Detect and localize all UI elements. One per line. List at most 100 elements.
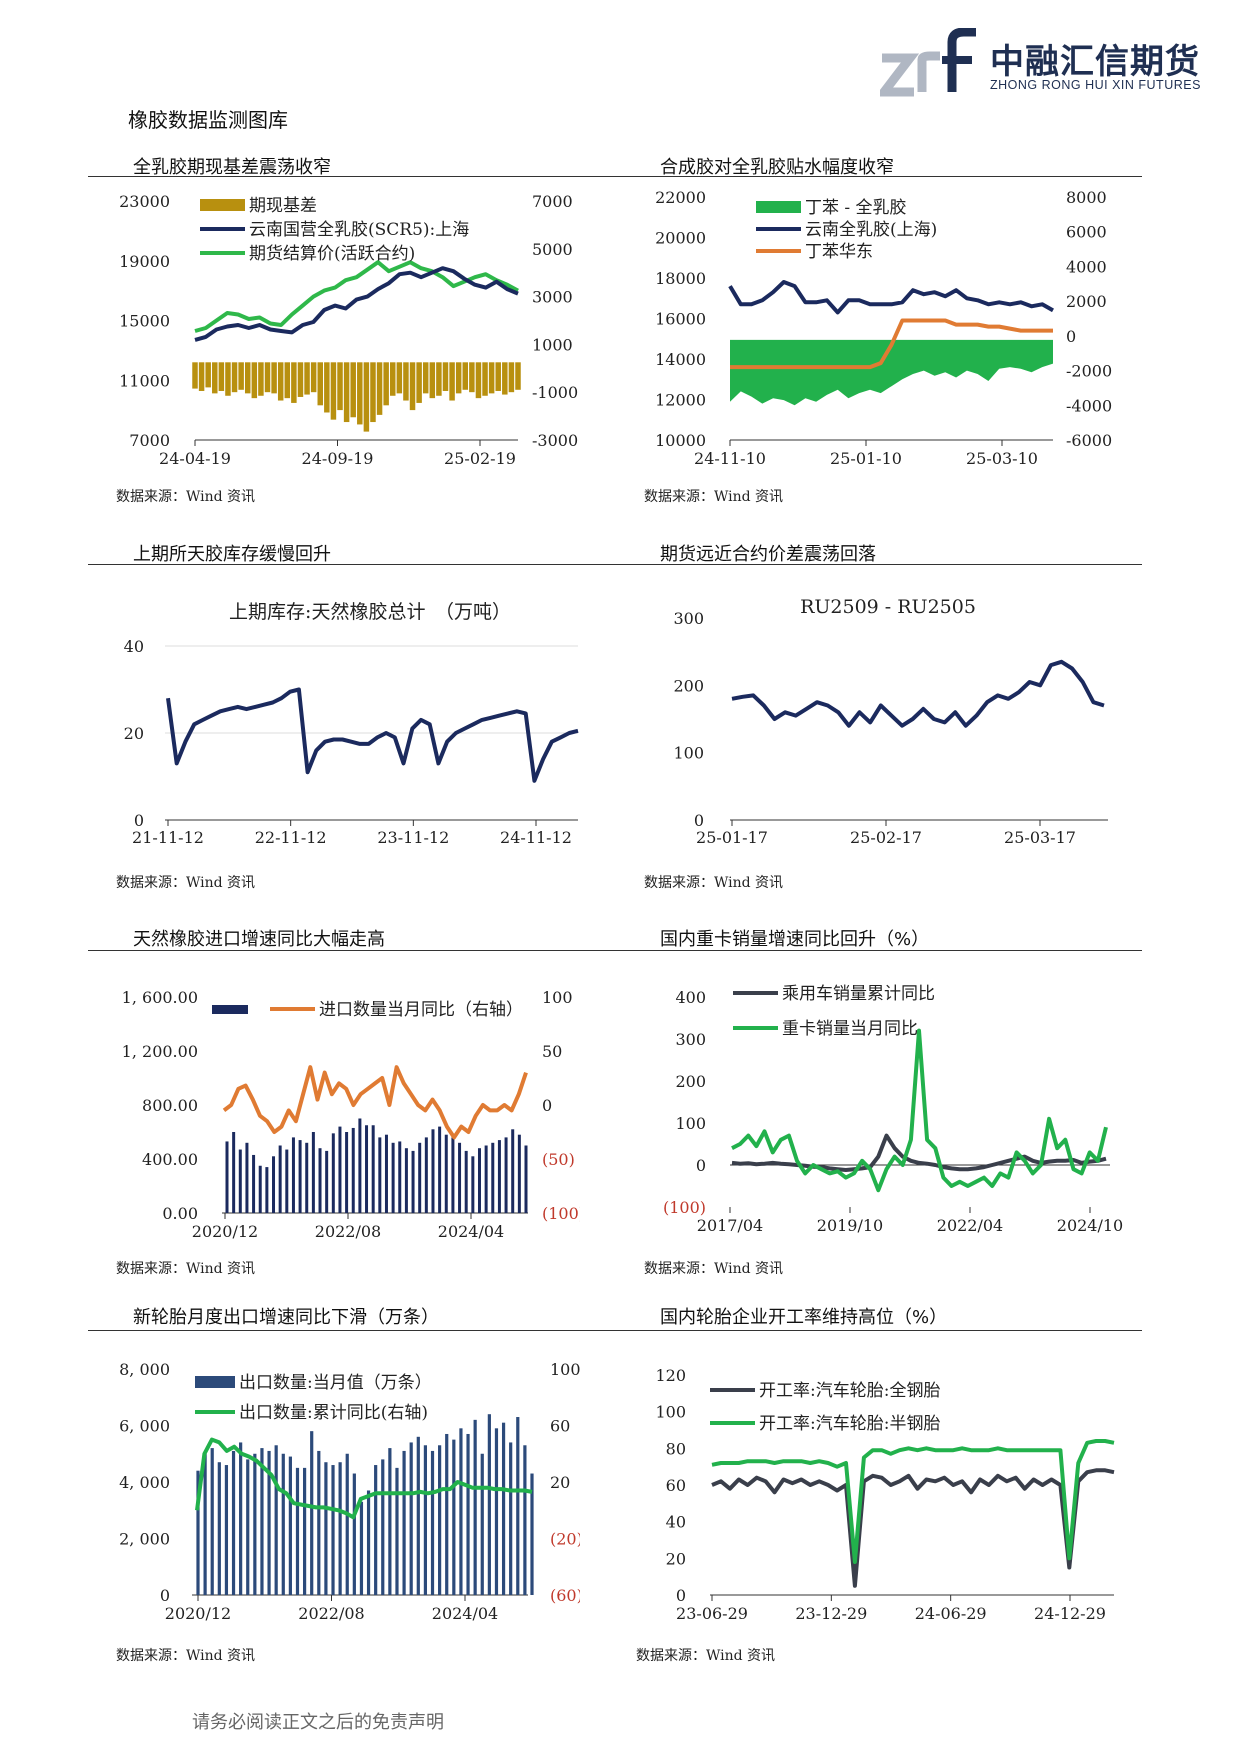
import-volume-bar <box>265 1167 269 1213</box>
export-volume-bar <box>302 1467 307 1595</box>
basis-bar <box>198 362 205 391</box>
x-axis-tick-label: 2024/10 <box>1057 1216 1123 1235</box>
basis-bar <box>238 362 244 390</box>
x-axis-tick-label: 2024/04 <box>432 1604 498 1623</box>
legend-label: 开工率:汽车轮胎:半钢胎 <box>759 1414 940 1434</box>
y-axis-tick-label: (50) <box>542 1150 575 1169</box>
y-axis-tick-label: 6, 000 <box>119 1417 170 1436</box>
x-axis-tick-label: 22-11-12 <box>255 828 327 847</box>
chart-imports: 0.00 400.00 800.00 1, 200.00 1, 600.00 (100) (… <box>122 988 580 1241</box>
page-title: 橡胶数据监测图库 <box>128 108 288 132</box>
export-volume-bar <box>246 1459 250 1595</box>
source-note: 数据来源：Wind 资讯 <box>116 875 256 891</box>
basis-bar <box>469 362 475 393</box>
y-axis-tick-label: -6000 <box>1066 431 1112 450</box>
y-axis-tick-label: 100 <box>675 1114 706 1133</box>
basis-bar <box>357 362 363 425</box>
basis-bar <box>192 362 198 389</box>
y-axis-tick-label: 100 <box>550 1360 580 1379</box>
export-volume-bar <box>253 1453 257 1595</box>
y-axis-tick-label: 19000 <box>119 252 170 271</box>
legend-label: 期现基差 <box>249 196 317 216</box>
basis-bar <box>297 362 304 397</box>
basis-bar <box>449 362 455 401</box>
export-volume-bar <box>345 1453 349 1595</box>
basis-bar <box>475 362 482 399</box>
disclaimer-footer: 请务必阅读正文之后的免责声明 <box>192 1712 444 1733</box>
x-axis-tick-label: 23-06-29 <box>676 1604 748 1623</box>
y-axis-tick-label: 80 <box>666 1439 686 1458</box>
y-axis-tick-label: 4, 000 <box>119 1473 170 1492</box>
basis-bar <box>291 362 297 403</box>
export-volume-bar <box>523 1445 527 1595</box>
y-axis-tick-label: 1000 <box>532 335 573 354</box>
y-axis-tick-label: 16000 <box>655 310 706 329</box>
import-volume-bar <box>451 1137 455 1213</box>
panel-title-tire-exports: 新轮胎月度出口增速同比下滑（万条） <box>133 1307 439 1328</box>
export-volume-bar <box>459 1428 463 1595</box>
x-axis-tick-label: 24-12-29 <box>1034 1604 1106 1623</box>
export-volume-bar <box>310 1431 314 1595</box>
import-volume-bar <box>504 1137 508 1213</box>
y-axis-tick-label: 10000 <box>655 431 706 450</box>
y-axis-tick-label: 3000 <box>532 288 573 307</box>
basis-bar <box>330 362 337 420</box>
natural-rubber-line <box>728 280 1054 315</box>
import-volume-bar <box>238 1149 242 1213</box>
y-axis-tick-label: -2000 <box>1066 362 1112 381</box>
export-volume-bar <box>224 1465 229 1595</box>
passenger-car-line <box>731 1133 1107 1172</box>
export-volume-bar <box>281 1453 285 1595</box>
x-axis-tick-label: 2017/04 <box>697 1216 763 1235</box>
import-volume-bar <box>391 1142 395 1213</box>
export-volume-bar <box>317 1450 321 1595</box>
basis-bar <box>422 362 429 394</box>
y-axis-tick-label: 0 <box>676 1586 686 1605</box>
export-volume-bar <box>487 1414 491 1595</box>
import-volume-bar <box>411 1150 415 1213</box>
basis-bar <box>271 362 277 394</box>
import-volume-bar <box>444 1134 448 1213</box>
divider <box>88 564 1142 565</box>
basis-bar <box>212 362 218 394</box>
export-volume-bar <box>295 1467 300 1595</box>
panel-title-imports: 天然橡胶进口增速同比大幅走高 <box>133 929 385 950</box>
x-axis-tick-label: 2020/12 <box>192 1222 258 1241</box>
spot-price-line <box>194 266 519 342</box>
import-volume-bar <box>351 1127 355 1213</box>
import-volume-bar <box>358 1118 362 1213</box>
y-axis-tick-label: 0.00 <box>162 1204 198 1223</box>
import-volume-bar <box>338 1126 342 1213</box>
y-axis-tick-label: 60 <box>550 1417 570 1436</box>
export-volume-bar <box>509 1442 513 1595</box>
y-axis-tick-label: 800.00 <box>142 1096 198 1115</box>
import-volume-bar <box>424 1137 428 1213</box>
source-note: 数据来源：Wind 资讯 <box>636 1648 776 1664</box>
export-volume-bar <box>466 1433 470 1595</box>
basis-bar <box>383 362 389 406</box>
import-volume-bar <box>431 1129 435 1213</box>
x-axis-tick-label: 25-02-19 <box>444 449 516 468</box>
basis-bar <box>205 362 211 388</box>
basis-bar <box>508 362 515 393</box>
export-volume-bar <box>239 1442 243 1595</box>
panel-title-sbr-discount: 合成胶对全乳胶贴水幅度收窄 <box>660 157 894 178</box>
y-axis-tick-label: 12000 <box>655 391 706 410</box>
import-volume-bar <box>517 1134 521 1213</box>
divider <box>88 176 1142 177</box>
import-volume-bar <box>331 1133 335 1213</box>
export-volume-bar <box>217 1462 221 1595</box>
y-axis-tick-label: (100) <box>663 1198 706 1217</box>
y-axis-tick-label: 100 <box>655 1403 686 1422</box>
basis-bar <box>284 362 291 399</box>
x-axis-tick-label: 23-11-12 <box>377 828 449 847</box>
y-axis-tick-label: 200 <box>673 676 704 695</box>
series-label: 上期库存:天然橡胶总计 （万吨） <box>229 601 511 623</box>
y-axis-tick-label: -3000 <box>532 431 578 450</box>
import-volume-bar <box>345 1132 349 1213</box>
logo-english-name: ZHONG RONG HUI XIN FUTURES <box>990 78 1201 92</box>
series-label: RU2509 - RU2505 <box>800 596 976 618</box>
zrf-logo-icon <box>880 28 976 97</box>
export-volume-bar <box>445 1433 449 1595</box>
basis-bar <box>376 362 383 415</box>
